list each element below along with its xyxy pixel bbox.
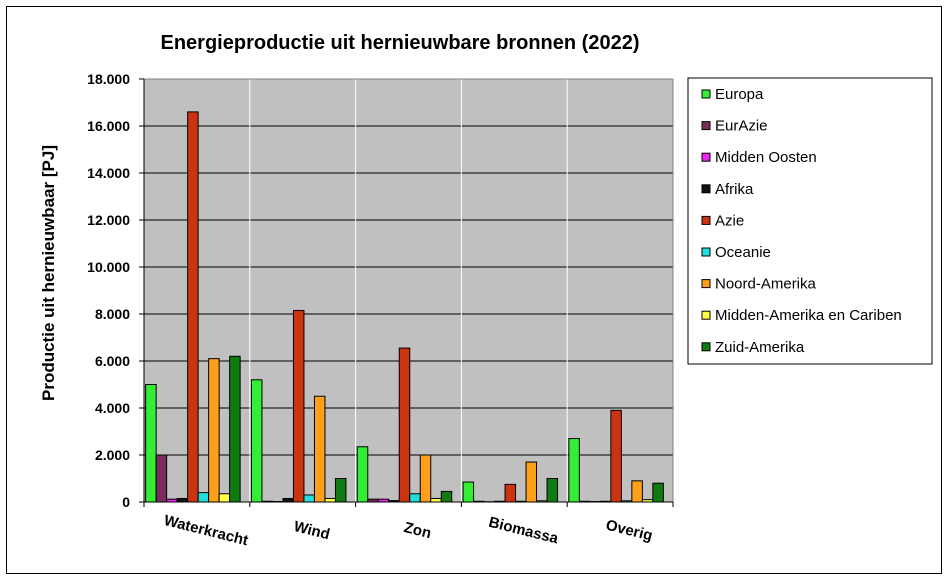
- legend: Europa EurAzie Midden Oosten Afrika Azie Ocea…: [687, 77, 933, 365]
- legend-swatch: [701, 342, 711, 352]
- y-tick-label: 2.000: [95, 447, 130, 463]
- chart-title: Energieproductie uit hernieuwbare bronne…: [161, 32, 640, 54]
- y-tick-label: 0: [122, 494, 130, 510]
- y-tick-label: 14.000: [87, 165, 130, 181]
- y-tick-label: 4.000: [95, 400, 130, 416]
- bar: [208, 358, 220, 503]
- bar: [145, 384, 157, 503]
- bar: [292, 309, 305, 503]
- bar: [430, 497, 442, 503]
- bar: [462, 481, 475, 503]
- bar: [313, 395, 326, 503]
- legend-swatch: [701, 247, 711, 257]
- legend-label: Midden-Amerika en Cariben: [715, 307, 902, 324]
- legend-swatch: [701, 310, 711, 320]
- legend-swatch: [701, 279, 711, 289]
- legend-box: [687, 77, 933, 365]
- bar: [440, 490, 453, 503]
- bar: [324, 497, 336, 503]
- x-tick-label: Biomassa: [487, 514, 561, 548]
- y-tick-label: 16.000: [87, 118, 130, 134]
- legend-swatch: [701, 184, 711, 194]
- legend-swatch: [701, 121, 711, 131]
- bar: [525, 461, 538, 503]
- x-tick-label: Zon: [402, 519, 433, 542]
- bar: [334, 478, 347, 503]
- bar: [218, 493, 231, 503]
- bar: [409, 493, 421, 503]
- legend-swatch: [701, 215, 711, 225]
- y-tick-label: 18.000: [87, 71, 130, 87]
- y-tick-label: 6.000: [95, 353, 130, 369]
- legend-label: Europa: [715, 86, 764, 103]
- bar: [187, 111, 199, 503]
- legend-swatch: [701, 152, 711, 162]
- y-tick-label: 12.000: [87, 212, 130, 228]
- bar: [282, 497, 294, 503]
- bar: [303, 494, 315, 503]
- bar: [176, 497, 189, 503]
- bar: [398, 347, 411, 503]
- legend-swatch: [701, 89, 711, 99]
- y-axis-label: Productie uit hernieuwbaar [PJ]: [39, 145, 58, 401]
- legend-label: Zuid-Amerika: [715, 339, 805, 356]
- bar: [652, 482, 664, 503]
- bar: [568, 438, 580, 503]
- legend-label: Afrika: [715, 181, 754, 198]
- bar: [197, 492, 210, 503]
- bar: [250, 379, 263, 503]
- legend-label: Noord-Amerika: [715, 276, 817, 293]
- legend-label: Midden Oosten: [715, 149, 817, 166]
- bar: [504, 483, 517, 503]
- bar: [419, 454, 432, 503]
- plot-area: 0 2.000 4.000 6.000 8.000 10.000 12.000 14.000 1…: [87, 71, 674, 549]
- bar: [155, 454, 168, 503]
- y-tick-label: 8.000: [95, 306, 130, 322]
- y-tick-label: 10.000: [87, 259, 130, 275]
- x-tick-label: Waterkracht: [162, 512, 250, 549]
- bar: [356, 446, 369, 503]
- x-tick-label: Overig: [604, 517, 654, 545]
- bar: [610, 409, 622, 503]
- legend-label: Oceanie: [715, 244, 771, 261]
- bar: [229, 355, 241, 503]
- bar: [546, 478, 559, 503]
- bar: [631, 480, 643, 503]
- legend-label: Azie: [715, 212, 744, 229]
- legend-label: EurAzie: [715, 118, 768, 135]
- x-tick-label: Wind: [292, 518, 332, 543]
